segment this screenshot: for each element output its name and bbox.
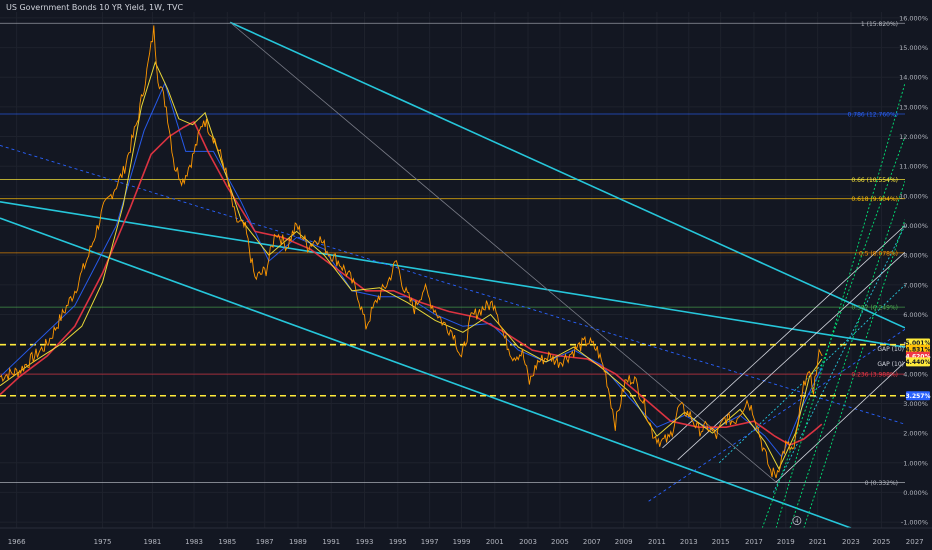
price-tag-label: 4.440% xyxy=(906,359,931,366)
trend-line xyxy=(229,22,777,483)
x-tick-label: 2025 xyxy=(873,538,891,546)
x-tick-label: 2011 xyxy=(648,538,666,546)
x-tick-label: 2007 xyxy=(583,538,601,546)
x-tick-label: 1985 xyxy=(218,538,236,546)
trend-line xyxy=(0,217,852,528)
fib-level-label: 1 (15.820%) xyxy=(861,21,898,28)
x-tick-label: 2023 xyxy=(842,538,860,546)
trend-line xyxy=(229,21,905,329)
y-tick-label: 15.000% xyxy=(899,44,928,52)
x-tick-label: 2005 xyxy=(551,538,569,546)
y-tick-label: 0.000% xyxy=(903,489,928,497)
y-tick-label: 9.000% xyxy=(903,222,928,230)
moving-average-line xyxy=(0,61,823,470)
x-tick-label: 1983 xyxy=(185,538,203,546)
x-tick-label: 1993 xyxy=(356,538,374,546)
y-tick-label: 14.000% xyxy=(899,74,928,82)
annotation-marker xyxy=(792,516,802,525)
x-tick-label: 1987 xyxy=(256,538,274,546)
y-tick-label: 11.000% xyxy=(899,163,928,171)
trend-line xyxy=(0,145,905,425)
fib-level-label: 0.66 (10.554%) xyxy=(851,177,898,184)
x-tick-label: 2017 xyxy=(745,538,763,546)
fib-level-label: 0.236 (3.988%) xyxy=(851,372,898,379)
trend-line xyxy=(775,361,905,483)
y-tick-label: 7.000% xyxy=(903,281,928,289)
trend-line xyxy=(775,83,905,528)
x-tick-label: 2003 xyxy=(519,538,537,546)
gap-label: GAP (10) xyxy=(877,346,904,353)
trend-line xyxy=(0,201,905,348)
x-tick-label: 1975 xyxy=(94,538,112,546)
x-tick-label: 2027 xyxy=(906,538,924,546)
fib-level-label: 0.618 (9.904%) xyxy=(851,196,898,203)
x-tick-label: 1989 xyxy=(289,538,307,546)
price-tag xyxy=(906,344,930,354)
trend-line xyxy=(761,136,905,528)
x-tick-label: 2019 xyxy=(777,538,795,546)
y-tick-label: 4.000% xyxy=(903,370,928,378)
y-tick-label: 8.000% xyxy=(903,252,928,260)
y-tick-label: 2.000% xyxy=(903,430,928,438)
plot-area xyxy=(0,12,905,528)
price-tag-label: 5.001% xyxy=(906,340,931,347)
y-tick-label: -1.000% xyxy=(901,519,928,527)
y-tick-label: 16.000% xyxy=(899,14,928,22)
x-tick-label: 1999 xyxy=(453,538,471,546)
fib-level-label: 0.382 (6.249%) xyxy=(851,305,898,312)
trend-line xyxy=(718,284,905,464)
price-tag-label: 4.831% xyxy=(906,346,931,353)
y-tick-label: 12.000% xyxy=(899,133,928,141)
chart-title: US Government Bonds 10 YR Yield, 1W, TVC xyxy=(6,3,184,12)
trend-line xyxy=(677,251,905,461)
x-tick-label: 1997 xyxy=(421,538,439,546)
price-tag xyxy=(906,391,930,401)
moving-average-line xyxy=(0,120,823,446)
fib-level-label: 0.786 (12.760%) xyxy=(848,112,898,119)
x-tick-label: 1966 xyxy=(8,538,26,546)
x-tick-label: 2013 xyxy=(680,538,698,546)
trend-line xyxy=(789,180,905,528)
y-axis-panel xyxy=(905,0,932,550)
x-tick-label: 2021 xyxy=(809,538,827,546)
price-line xyxy=(0,25,823,479)
moving-average-line xyxy=(0,81,823,458)
fib-level-label: 0.5 (8.078%) xyxy=(859,250,898,257)
trend-line xyxy=(772,225,905,493)
price-tag xyxy=(906,357,930,367)
annotation-label: 4 xyxy=(795,518,799,525)
x-tick-label: 1991 xyxy=(322,538,340,546)
x-tick-label: 1995 xyxy=(389,538,407,546)
x-tick-label: 2015 xyxy=(712,538,730,546)
x-tick-label: 2009 xyxy=(615,538,633,546)
price-tag-label: 3.257% xyxy=(906,393,931,400)
y-tick-label: 13.000% xyxy=(899,103,928,111)
y-tick-label: 1.000% xyxy=(903,459,928,467)
y-tick-label: 3.000% xyxy=(903,400,928,408)
fib-level-label: 0 (0.332%) xyxy=(865,480,898,487)
x-tick-label: 1981 xyxy=(144,538,162,546)
trend-line xyxy=(662,225,905,449)
y-tick-label: 6.000% xyxy=(903,311,928,319)
y-tick-label: 10.000% xyxy=(899,192,928,200)
price-tag-label: 4.620% xyxy=(906,353,931,360)
x-tick-label: 2001 xyxy=(486,538,504,546)
x-axis-panel xyxy=(0,528,932,550)
gap-label: GAP (10) xyxy=(877,361,904,368)
